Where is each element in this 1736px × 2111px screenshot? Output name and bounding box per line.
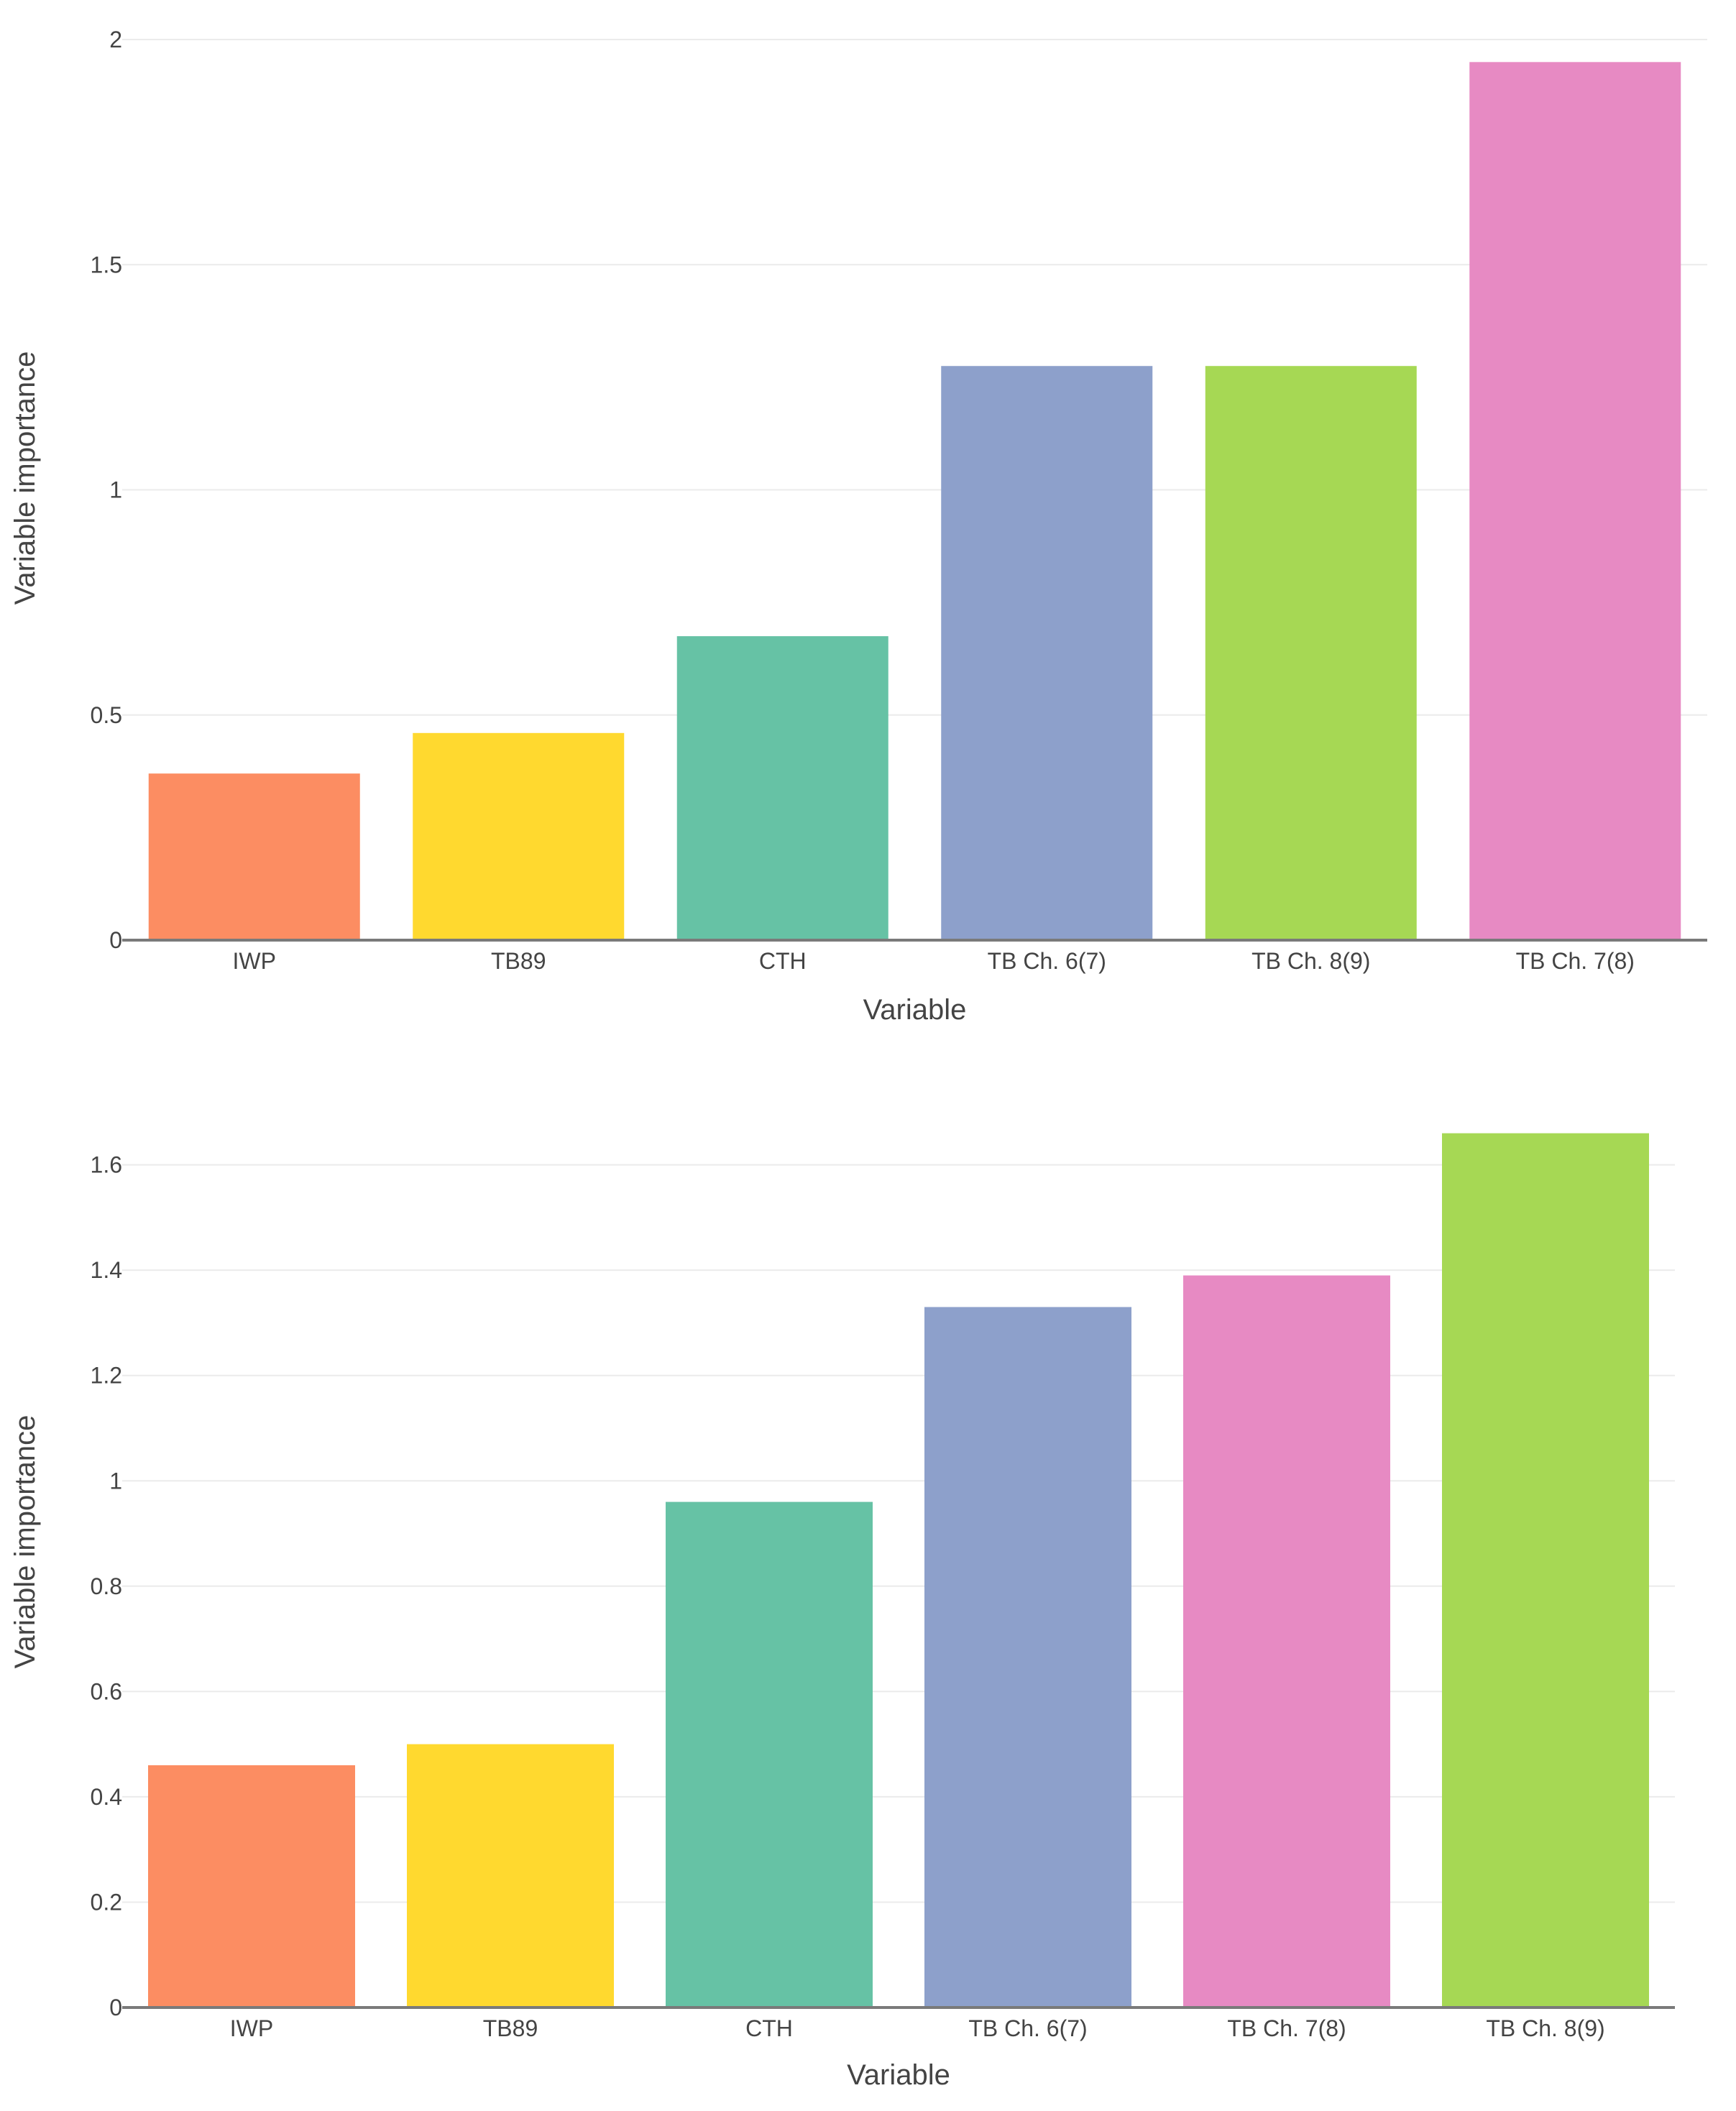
bar[interactable] (941, 366, 1153, 940)
y-tick-label: 0.4 (91, 1784, 122, 1810)
y-tick-label: 1.2 (91, 1363, 122, 1389)
bar[interactable] (407, 1744, 614, 2007)
bar[interactable] (148, 773, 360, 940)
y-tick-label: 2 (109, 27, 122, 52)
x-tick-label: IWP (233, 948, 276, 974)
x-tick-label: TB Ch. 7(8) (1227, 2015, 1346, 2041)
x-tick-label: TB Ch. 6(7) (988, 948, 1106, 974)
y-tick-label: 1.6 (91, 1152, 122, 1178)
x-tick-label: CTH (745, 2015, 793, 2041)
bar[interactable] (1442, 1133, 1649, 2007)
bar[interactable] (676, 636, 888, 940)
bar[interactable] (1183, 1275, 1390, 2007)
x-tick-label: CTH (759, 948, 807, 974)
y-tick-label: 1 (109, 477, 122, 503)
bar[interactable] (1469, 62, 1681, 941)
y-tick-label: 0 (109, 1995, 122, 2020)
y-axis-title: Variable importance (9, 1415, 41, 1669)
x-tick-label: TB Ch. 7(8) (1516, 948, 1635, 974)
y-tick-label: 0.6 (91, 1678, 122, 1704)
y-tick-label: 1 (109, 1468, 122, 1494)
bar[interactable] (666, 1501, 873, 2007)
bar[interactable] (924, 1307, 1131, 2007)
x-tick-label: IWP (230, 2015, 273, 2041)
x-tick-label: TB89 (491, 948, 546, 974)
y-tick-label: 1.5 (91, 252, 122, 277)
y-tick-label: 0.2 (91, 1889, 122, 1915)
bar[interactable] (413, 732, 625, 940)
chart-bottom: 0 0.2 0.4 0.6 0.8 1 1.2 1.4 1.6 IWP TB89 CTH TB Ch. … (9, 1133, 1675, 2091)
x-tick-label: TB89 (483, 2015, 538, 2041)
bar[interactable] (148, 1765, 355, 2007)
x-tick-label: TB Ch. 8(9) (1252, 948, 1370, 974)
chart-top: 0 0.5 1 1.5 2 IWP TB89 CTH TB Ch. 6(7) TB Ch. 8(9… (9, 27, 1707, 1026)
y-tick-label: 1.4 (91, 1257, 122, 1283)
y-tick-label: 0.5 (91, 702, 122, 728)
x-axis-title: Variable (863, 994, 967, 1026)
x-tick-label: TB Ch. 6(7) (968, 2015, 1087, 2041)
y-axis-title: Variable importance (9, 351, 41, 605)
y-tick-label: 0 (109, 927, 122, 953)
x-axis-title: Variable (847, 2059, 950, 2091)
x-tick-label: TB Ch. 8(9) (1486, 2015, 1604, 2041)
bar[interactable] (1205, 366, 1417, 940)
y-tick-label: 0.8 (91, 1573, 122, 1599)
